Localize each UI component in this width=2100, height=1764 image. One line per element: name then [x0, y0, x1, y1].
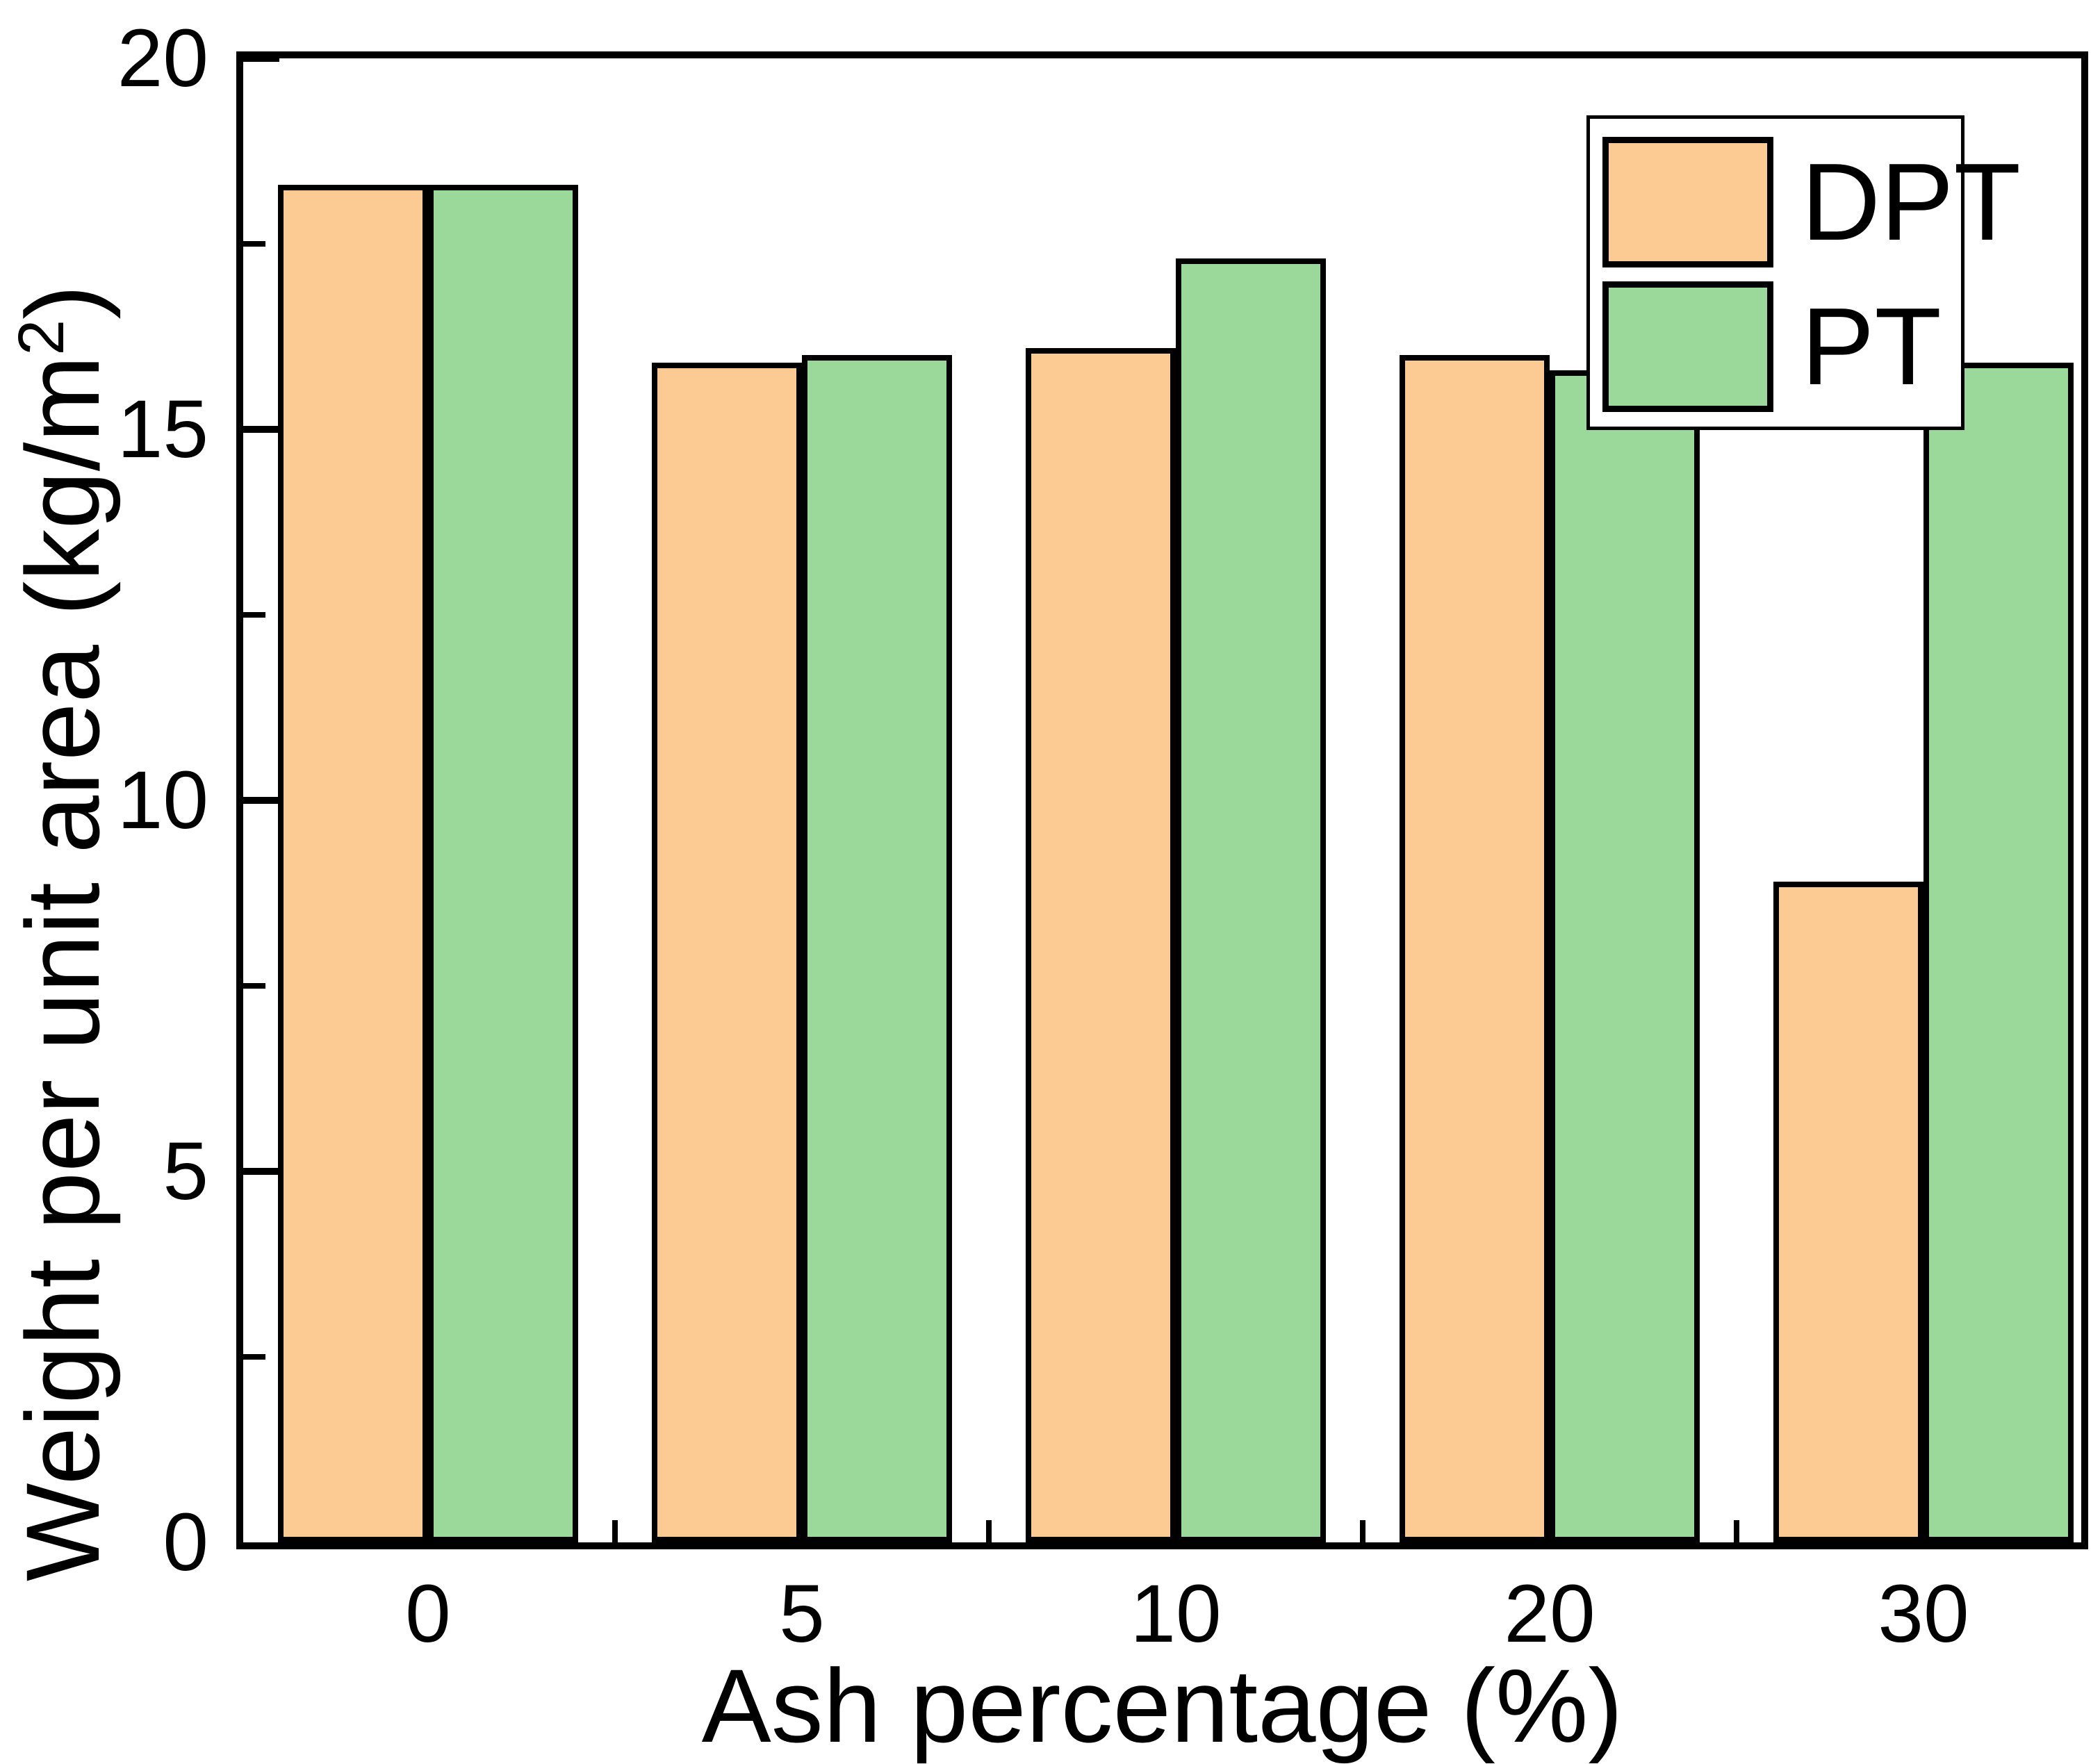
y-axis-title: Weight per unit area (kg/m2)	[3, 134, 122, 1732]
bar-pt-10	[1176, 258, 1326, 1542]
x-tick-label-30: 30	[1878, 1568, 1969, 1660]
bar-dpt-5	[652, 363, 802, 1542]
bar-pt-30	[1923, 363, 2074, 1542]
y-tick-label-0: 0	[163, 1497, 208, 1588]
y-tick-label-20: 20	[117, 13, 208, 104]
y-major-tick-20	[243, 55, 279, 62]
x-minor-tick-0	[612, 1520, 618, 1542]
x-minor-tick-3	[1734, 1520, 1739, 1542]
bar-dpt-0	[278, 185, 428, 1542]
y-axis-title-close: )	[4, 284, 121, 320]
bar-dpt-10	[1026, 348, 1176, 1542]
y-axis-title-text: Weight per unit area (kg/m	[4, 355, 121, 1582]
plot-inner	[243, 55, 2081, 1542]
y-major-tick-5	[243, 1168, 279, 1175]
x-minor-tick-1	[986, 1520, 992, 1542]
bar-pt-5	[802, 355, 952, 1542]
legend-label-pt: PT	[1801, 286, 1942, 408]
x-tick-label-10: 10	[1130, 1568, 1222, 1660]
legend-swatch-pt	[1602, 281, 1773, 412]
y-tick-label-10: 10	[117, 755, 208, 846]
x-major-tick-5	[798, 1506, 805, 1542]
x-major-tick-0	[425, 1506, 432, 1542]
y-major-tick-10	[243, 797, 279, 804]
y-minor-tick-2.5	[243, 1354, 265, 1360]
bar-pt-20	[1550, 370, 1700, 1542]
y-minor-tick-12.5	[243, 612, 265, 618]
y-minor-tick-17.5	[243, 241, 265, 247]
bar-dpt-20	[1400, 355, 1550, 1542]
legend-label-dpt: DPT	[1801, 141, 2021, 263]
y-major-tick-15	[243, 426, 279, 433]
y-tick-label-5: 5	[163, 1126, 208, 1217]
x-axis-title: Ash percentage (%)	[701, 1647, 1623, 1764]
bar-dpt-30	[1773, 882, 1923, 1542]
y-tick-label-15: 15	[117, 384, 208, 475]
x-major-tick-10	[1172, 1506, 1179, 1542]
legend-swatch-dpt	[1602, 137, 1773, 267]
y-axis-title-superscript: 2	[5, 319, 77, 356]
x-major-tick-30	[1920, 1506, 1927, 1542]
x-tick-label-0: 0	[405, 1568, 451, 1660]
x-minor-tick-2	[1360, 1520, 1365, 1542]
x-major-tick-20	[1546, 1506, 1553, 1542]
bar-pt-0	[428, 185, 578, 1542]
y-minor-tick-7.5	[243, 983, 265, 989]
legend: DPT PT	[1586, 115, 2021, 430]
x-tick-label-5: 5	[779, 1568, 825, 1660]
x-tick-label-20: 20	[1504, 1568, 1595, 1660]
